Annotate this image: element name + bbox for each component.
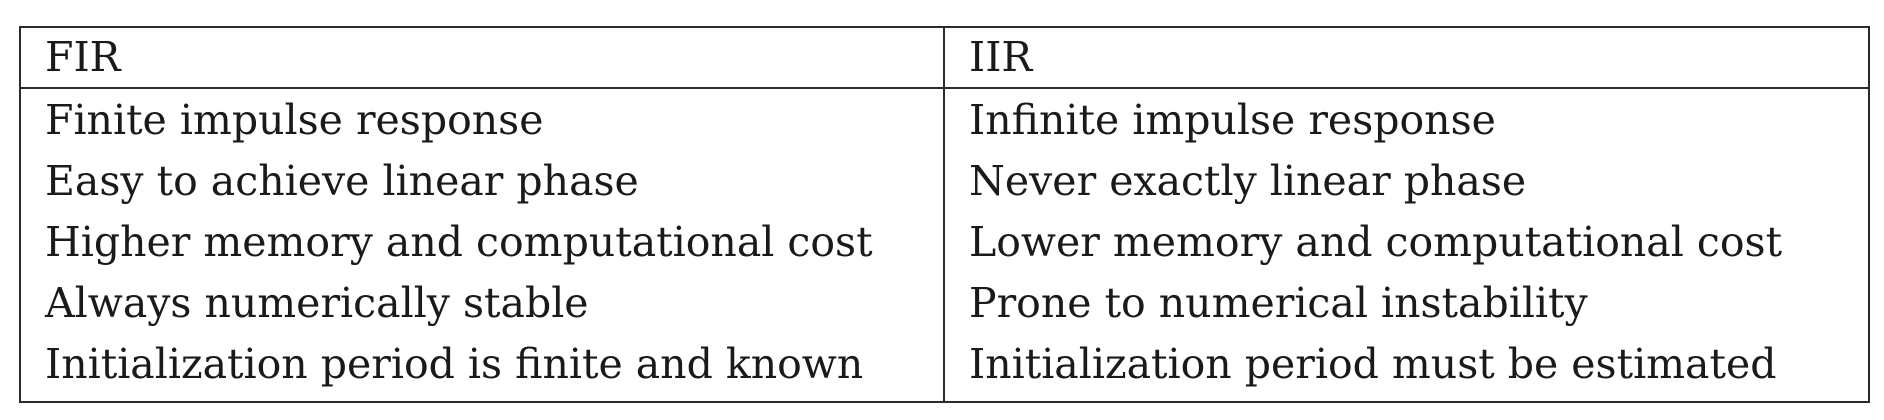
table-cell: Always numerically stable <box>45 279 589 327</box>
header-cell-iir: IIR <box>969 33 1033 81</box>
table-cell: Prone to numerical instability <box>969 279 1588 327</box>
table-cell: Initialization period is finite and know… <box>45 340 864 388</box>
table-cell: Finite impulse response <box>45 96 544 144</box>
column-divider <box>943 26 945 403</box>
table-cell: Infinite impulse response <box>969 96 1496 144</box>
header-rule <box>19 87 1870 89</box>
table-cell: Never exactly linear phase <box>969 157 1527 205</box>
header-cell-fir: FIR <box>45 33 121 81</box>
table-cell: Initialization period must be estimated <box>969 340 1777 388</box>
table-cell: Higher memory and computational cost <box>45 218 873 266</box>
table-cell: Lower memory and computational cost <box>969 218 1783 266</box>
table-cell: Easy to achieve linear phase <box>45 157 639 205</box>
